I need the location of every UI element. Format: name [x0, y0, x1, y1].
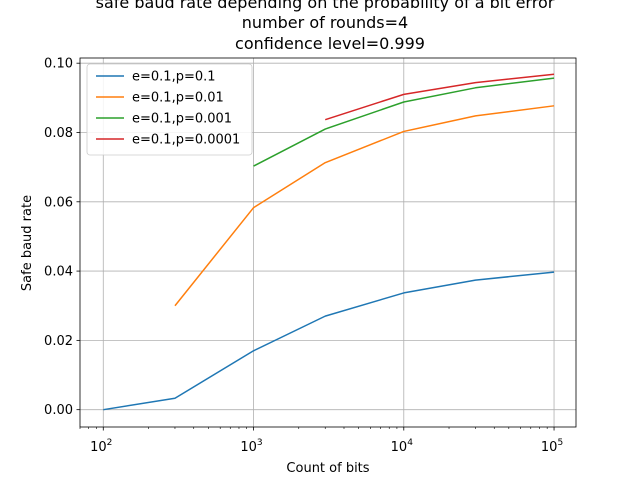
x-tick-label: 105	[541, 438, 563, 455]
x-axis-label: Count of bits	[286, 461, 369, 476]
chart-title: safe baud rate depending on the probabil…	[96, 0, 555, 53]
series-line-3	[253, 77, 555, 167]
legend-box	[86, 63, 253, 156]
chart-title-line-3: confidence level=0.999	[235, 34, 425, 53]
series-layer	[103, 73, 555, 411]
y-tick-label: 0.02	[44, 334, 73, 349]
x-axis: 102 103 104 105	[79, 427, 563, 455]
y-axis: 0.00 0.02 0.04 0.06 0.08 0.10	[44, 57, 80, 418]
chart-title-line-2: number of rounds=4	[242, 13, 408, 32]
y-tick-label: 0.06	[44, 195, 73, 210]
y-tick-label: 0.00	[44, 403, 73, 418]
chart-title-line-1: safe baud rate depending on the probabil…	[96, 0, 555, 12]
y-tick-label: 0.10	[44, 57, 73, 72]
legend: e=0.1,p=0.1 e=0.1,p=0.01 e=0.1,p=0.001 e=0.…	[86, 63, 253, 156]
legend-label: e=0.1,p=0.001	[132, 112, 232, 127]
legend-label: e=0.1,p=0.01	[132, 91, 224, 106]
y-tick-label: 0.08	[44, 126, 73, 141]
plot-frame	[79, 57, 577, 428]
y-tick-label: 0.04	[44, 265, 73, 280]
x-tick-label: 104	[391, 438, 414, 455]
legend-label: e=0.1,p=0.1	[132, 70, 216, 85]
y-axis-label: Safe baud rate	[20, 195, 35, 291]
grid-lines	[80, 58, 576, 427]
legend-label: e=0.1,p=0.0001	[132, 133, 240, 148]
series-line-4	[324, 73, 555, 121]
x-tick-label: 102	[90, 438, 112, 455]
x-tick-label: 103	[240, 438, 262, 455]
series-line-1	[103, 271, 555, 411]
series-line-2	[174, 105, 555, 307]
